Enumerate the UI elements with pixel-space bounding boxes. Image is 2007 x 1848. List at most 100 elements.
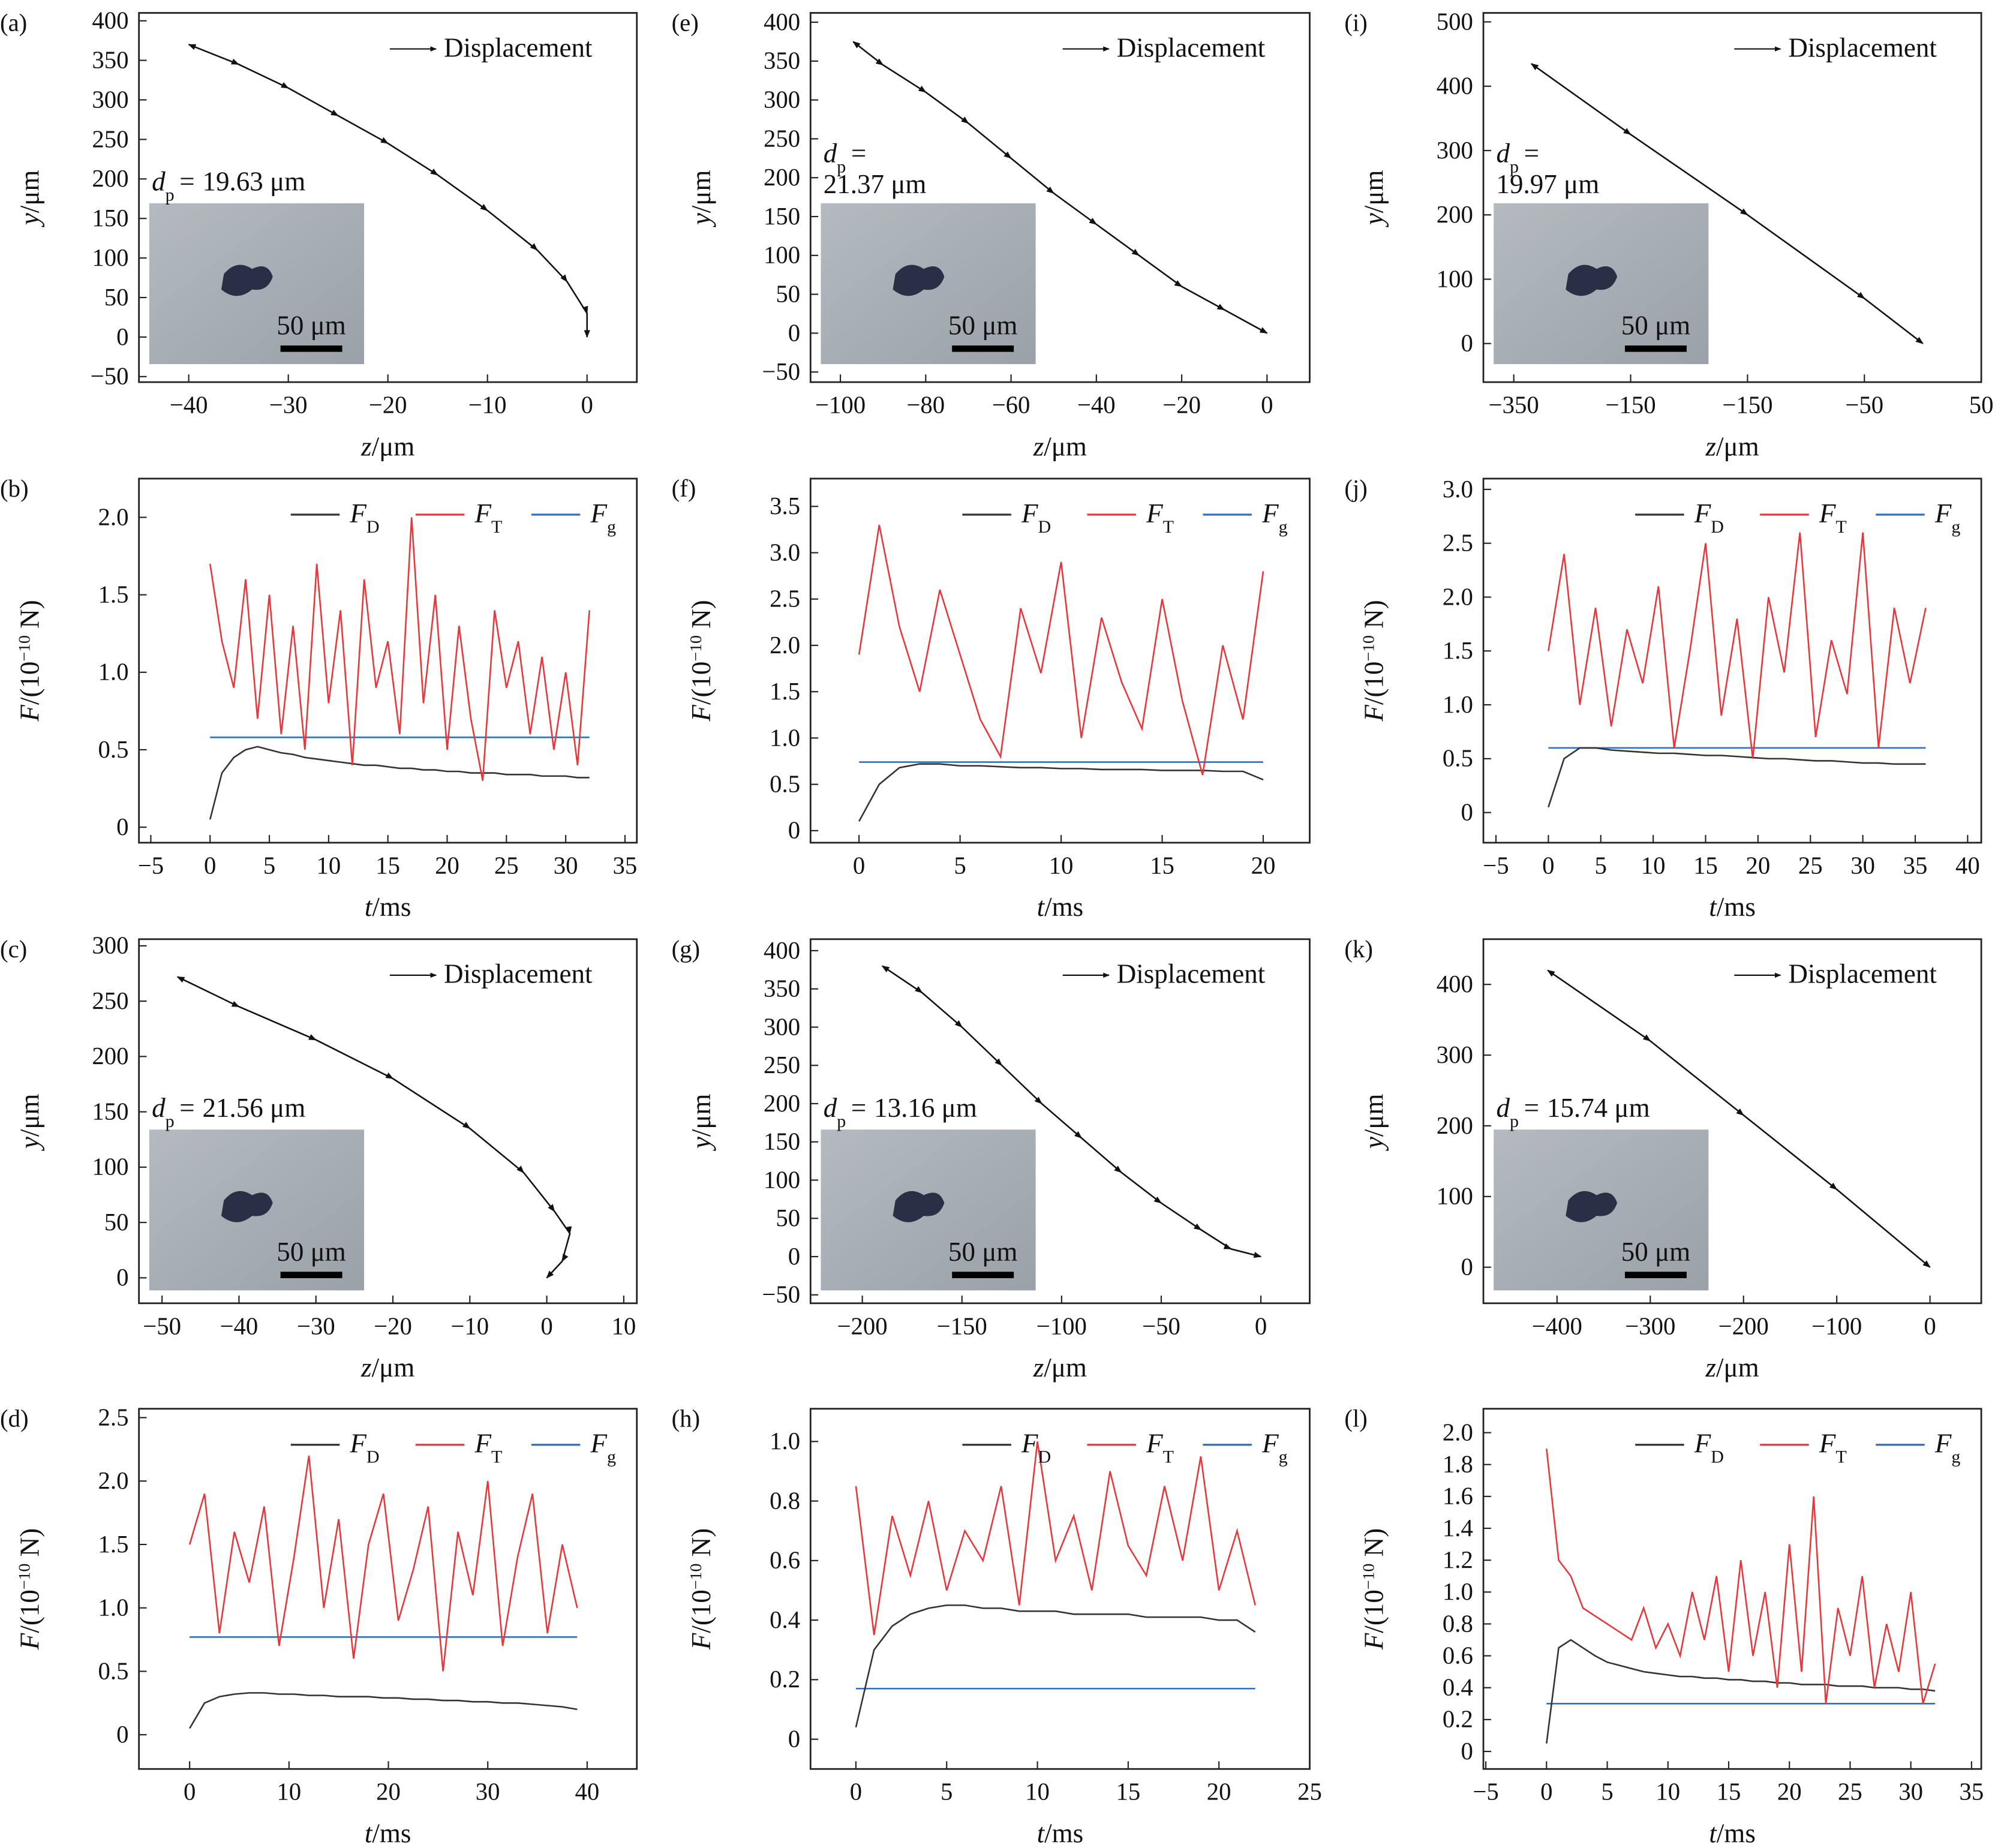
x-tick-label: −350 xyxy=(1489,392,1539,419)
legend-symbol: F xyxy=(1146,1429,1163,1459)
x-tick-label: 0 xyxy=(1261,392,1273,419)
panel-label: (e) xyxy=(672,10,699,37)
legend-label: Displacement xyxy=(444,959,593,989)
diameter-symbol: d xyxy=(1496,138,1510,168)
x-axis-label-part: /μm xyxy=(1044,1353,1087,1383)
y-axis-label-part: N) xyxy=(1359,1528,1389,1564)
displacement-path xyxy=(188,44,590,338)
y-axis-label-part: N) xyxy=(14,600,44,635)
x-axis-label-part: t xyxy=(1037,892,1045,922)
plot-frame xyxy=(809,477,1311,844)
displacement-path xyxy=(176,976,572,1279)
y-tick-label: 0.5 xyxy=(98,1657,129,1684)
x-axis-label-part: /μm xyxy=(1716,1353,1759,1383)
particle xyxy=(1566,265,1618,296)
legend-subscript: D xyxy=(366,1447,380,1467)
y-axis-label: y/μm xyxy=(14,1093,44,1151)
y-tick-label: 3.5 xyxy=(770,492,800,519)
plot-frame xyxy=(1482,1408,1982,1770)
y-tick-label: 300 xyxy=(1437,1041,1473,1068)
particle-diameter: dp = xyxy=(1496,138,1539,176)
diameter-value: 13.16 μm xyxy=(874,1093,977,1123)
y-tick-label: 1.5 xyxy=(98,581,129,608)
y-tick-label: 50 xyxy=(104,1209,129,1236)
x-axis-label-part: /ms xyxy=(1044,1819,1083,1848)
scale-bar-label: 50 μm xyxy=(948,1237,1017,1267)
x-tick-label: 15 xyxy=(375,852,400,879)
diameter-equals: = xyxy=(851,1093,866,1123)
x-tick-label: 10 xyxy=(316,852,341,879)
x-axis-label: z/μm xyxy=(360,1353,414,1383)
y-tick-label: 0.2 xyxy=(1443,1706,1473,1733)
scale-bar-label: 50 μm xyxy=(277,1237,345,1267)
panel: (b)−5 0 5 10 15 20 25 30 3500.51.01.52.0t/msF/(1… xyxy=(0,475,638,922)
legend-label: Fg xyxy=(1261,498,1288,537)
y-tick-label: 250 xyxy=(92,125,128,152)
y-axis-label: F/(10−10 N) xyxy=(14,600,44,722)
x-tick-label: 5 xyxy=(1601,1778,1613,1805)
y-tick-label: 2.5 xyxy=(98,1404,129,1431)
x-tick-label: 10 xyxy=(1656,1778,1680,1805)
y-axis-label-part: F xyxy=(14,705,44,722)
legend-label: FT xyxy=(474,498,502,537)
y-tick-label: 0 xyxy=(788,1725,800,1752)
y-tick-label: 500 xyxy=(1437,8,1473,35)
diameter-value: 19.97 μm xyxy=(1496,169,1599,199)
y-axis-label-part: F xyxy=(14,1633,44,1650)
x-tick-label: 10 xyxy=(612,1312,636,1339)
force-line xyxy=(209,746,590,820)
x-tick-label: 25 xyxy=(1838,1778,1862,1805)
y-tick-label: 50 xyxy=(104,284,129,311)
y-tick-label: 100 xyxy=(764,1166,800,1193)
legend-symbol: F xyxy=(590,1429,607,1459)
y-tick-label: −50 xyxy=(762,358,800,385)
y-tick-label: 0 xyxy=(116,1721,128,1748)
x-axis-label: t/ms xyxy=(1037,1819,1084,1848)
x-tick-label: 20 xyxy=(1777,1778,1802,1805)
x-tick-label: 0 xyxy=(850,1778,862,1805)
y-axis-label-part: y xyxy=(1359,212,1389,227)
x-tick-label: −5 xyxy=(138,852,164,879)
y-axis-label-part: N) xyxy=(686,1528,716,1564)
y-tick-label: 300 xyxy=(764,86,800,113)
legend-label: Fg xyxy=(1934,1429,1961,1467)
plot-frame xyxy=(138,938,638,1305)
y-tick-label: 1.5 xyxy=(98,1531,129,1558)
y-tick-label: 100 xyxy=(1437,265,1473,292)
legend-symbol: F xyxy=(349,1429,366,1459)
plot-frame xyxy=(138,477,638,844)
y-tick-label: 0 xyxy=(1461,1254,1473,1281)
legend-label: FT xyxy=(1146,1429,1174,1467)
particle-diameter: dp = 15.74 μm xyxy=(1496,1093,1650,1131)
x-tick-label: −50 xyxy=(1142,1312,1180,1339)
x-tick-label: 0 xyxy=(184,1778,196,1805)
legend-symbol: F xyxy=(590,498,607,528)
legend-subscript: D xyxy=(366,516,380,536)
x-axis-label-part: z xyxy=(360,1353,372,1383)
x-tick-label: 0 xyxy=(540,1312,552,1339)
x-axis-label-part: /μm xyxy=(372,431,415,461)
x-tick-label: 0 xyxy=(1540,1778,1552,1805)
plot-frame xyxy=(138,1408,638,1770)
legend-label: FD xyxy=(349,1429,379,1467)
x-tick-label: −40 xyxy=(220,1312,259,1339)
panel-label: (g) xyxy=(672,936,701,963)
scale-bar-label: 50 μm xyxy=(948,311,1017,341)
panel: (e) −100 −80 −60 −40 −20 0 −50 0 50 100 150 200 250 30… xyxy=(672,8,1311,461)
x-tick-label: −150 xyxy=(1722,392,1772,419)
legend-label: Fg xyxy=(590,1429,616,1467)
particle xyxy=(221,265,273,296)
y-axis-label-part: y xyxy=(14,1136,44,1151)
x-axis-label-part: /ms xyxy=(372,892,411,922)
x-tick-label: 0 xyxy=(1255,1312,1267,1339)
x-axis-label-part: /ms xyxy=(1044,892,1083,922)
y-axis-label-part: /(10 xyxy=(14,1589,44,1633)
y-tick-label: 400 xyxy=(1437,73,1473,100)
legend-symbol: F xyxy=(474,1429,491,1459)
scale-bar-label: 50 μm xyxy=(1621,1237,1690,1267)
x-tick-label: −10 xyxy=(468,392,507,419)
legend-subscript: g xyxy=(1951,1447,1960,1467)
x-tick-label: 0 xyxy=(581,392,593,419)
legend-label: FD xyxy=(1694,1429,1724,1467)
